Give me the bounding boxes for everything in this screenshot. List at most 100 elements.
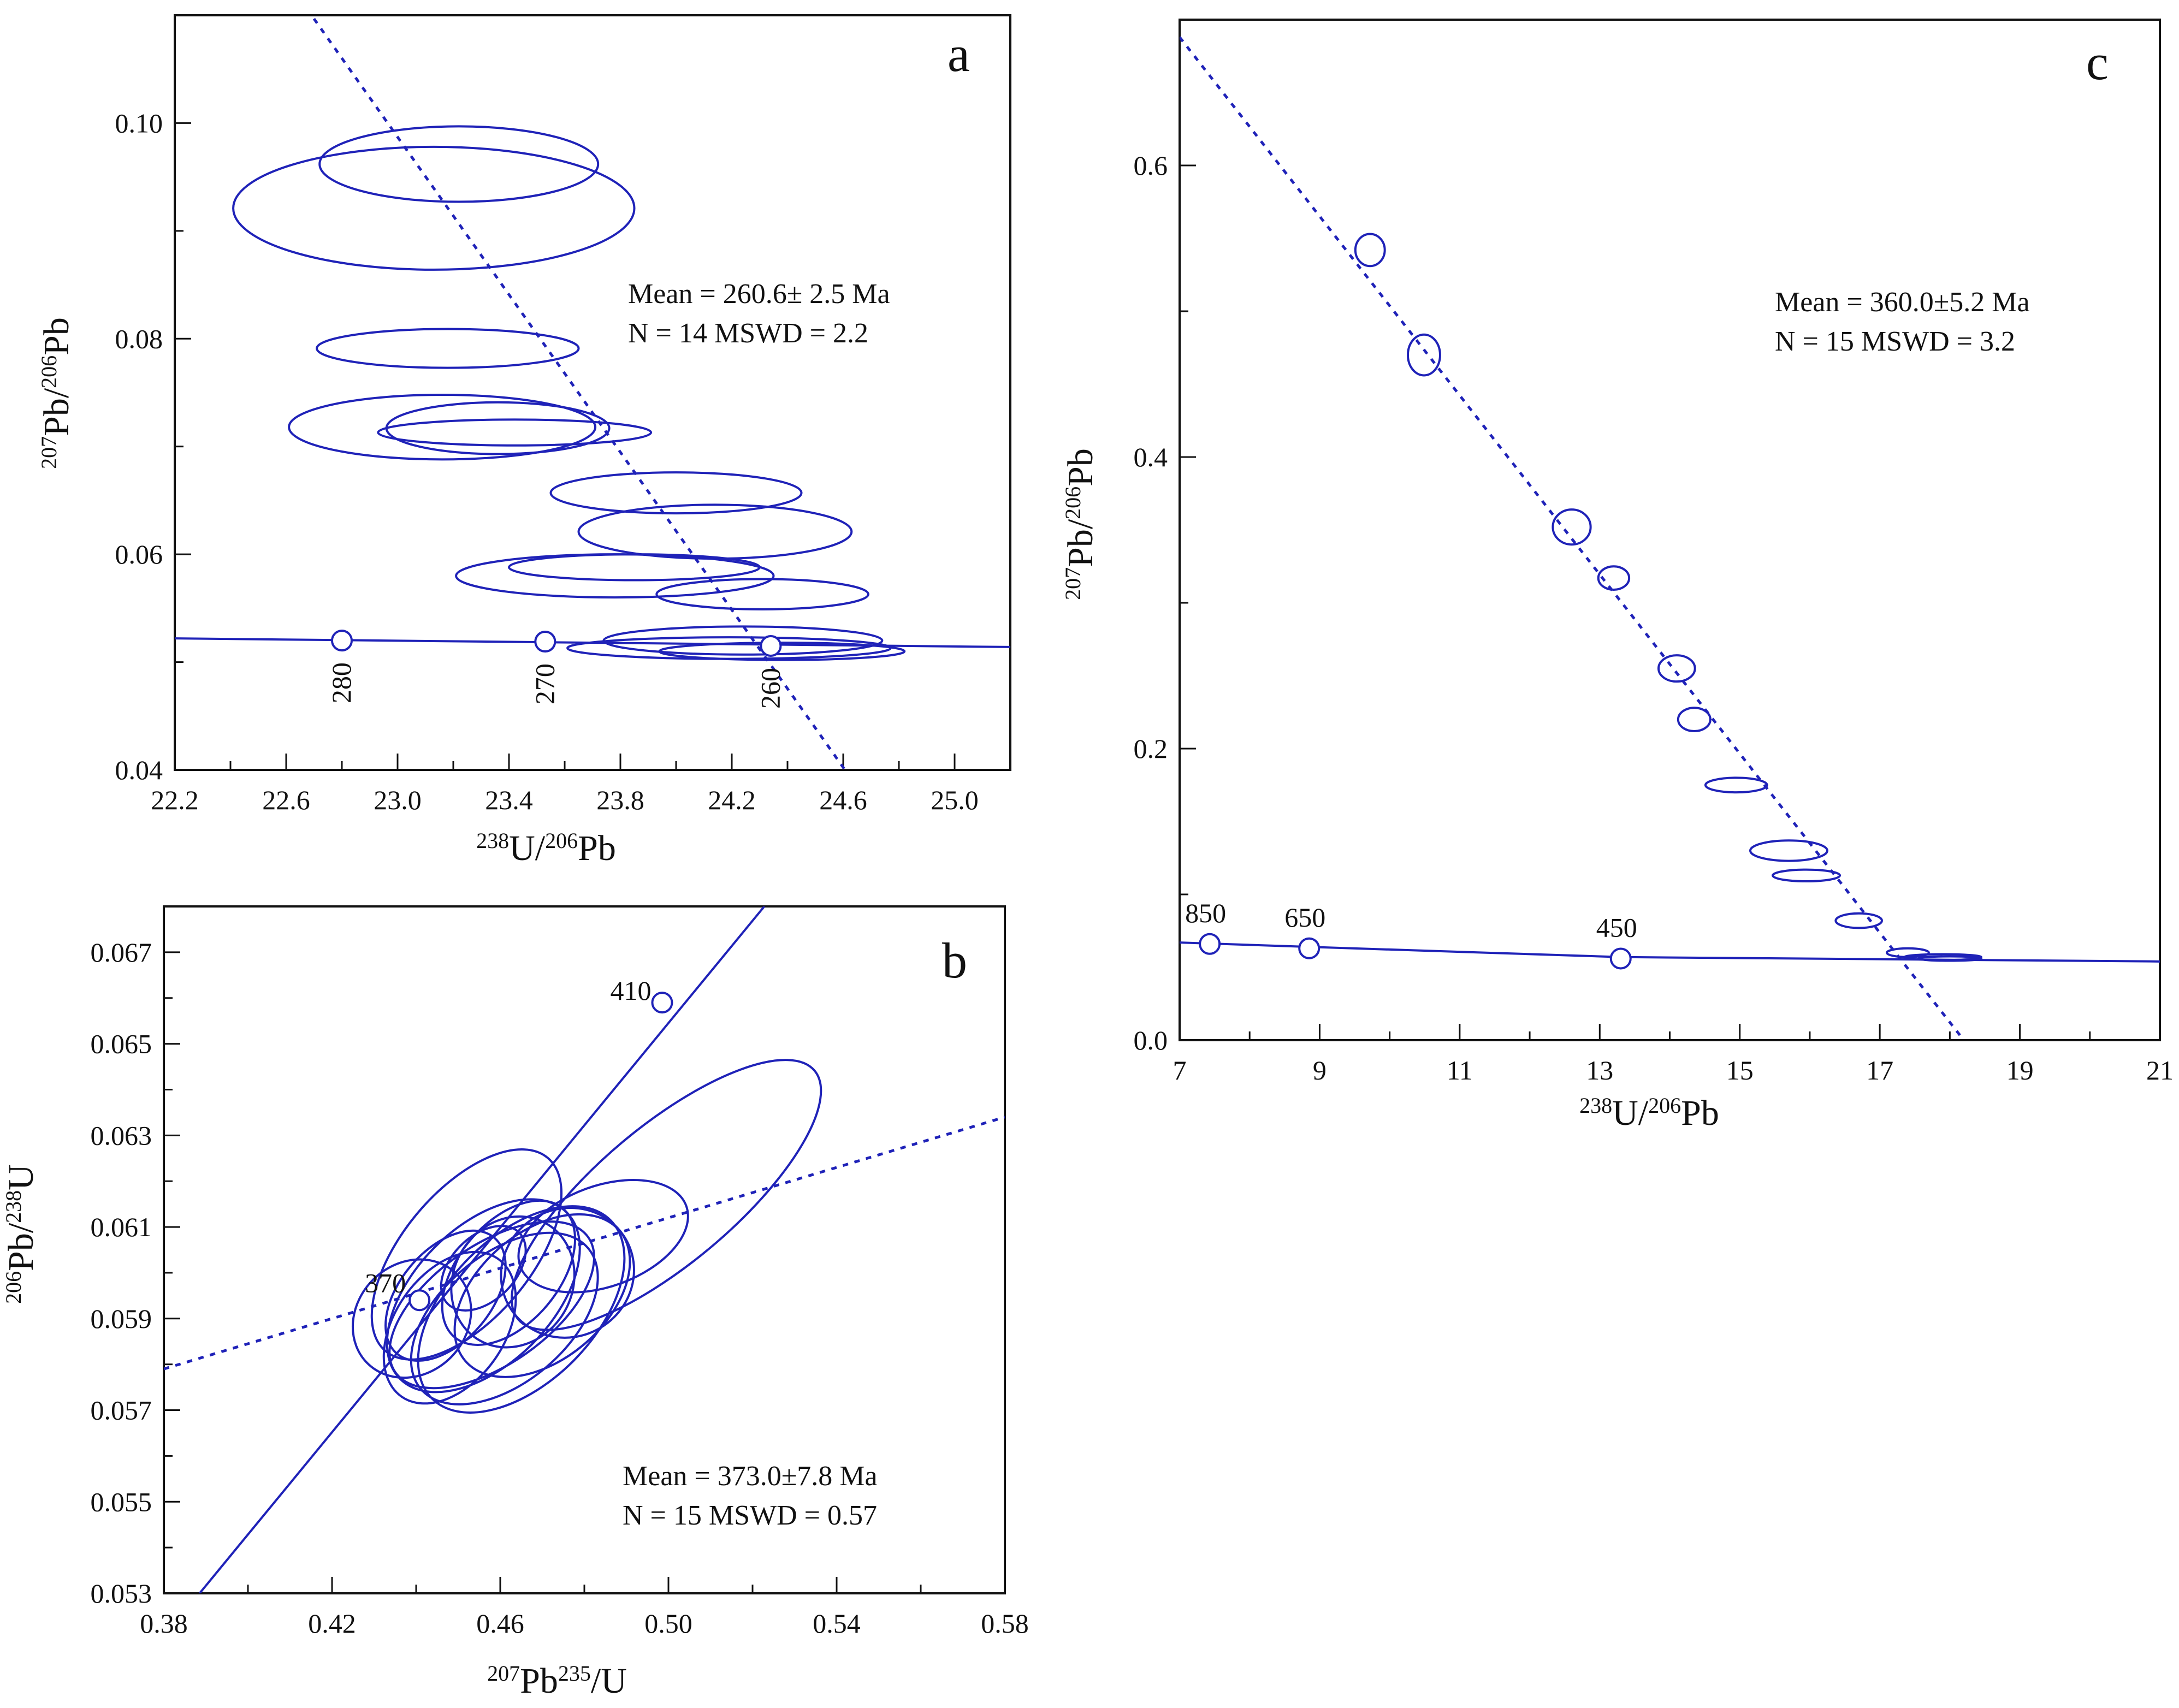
error-ellipse: [658, 642, 906, 661]
stats-annotation: N = 15 MSWD = 0.57: [623, 1500, 877, 1531]
panel-a: 22.2 22.6 23.0 23.4 23.8 24.2 24.6 25.0 0.04 0.06…: [37, 14, 1011, 869]
plot-area: [1180, 36, 2160, 1040]
error-ellipse: [500, 1207, 635, 1339]
x-tick-label: 0.50: [644, 1608, 692, 1639]
x-axis-label: 238U/206Pb: [1579, 1093, 1719, 1134]
y-tick-label: 0.061: [91, 1212, 152, 1242]
x-tick-label: 7: [1173, 1055, 1187, 1086]
y-tick-label: 0.059: [91, 1303, 152, 1334]
panel-label: a: [948, 26, 970, 82]
error-ellipse: [377, 418, 653, 447]
discordia-line: [164, 1116, 1005, 1371]
concordia-curve: [175, 637, 1010, 648]
error-ellipse: [566, 636, 892, 660]
age-marker: [331, 630, 353, 652]
error-ellipse: [511, 1059, 822, 1331]
x-tick-label: 23.0: [374, 785, 422, 815]
y-tick-label: 0.053: [91, 1578, 152, 1609]
x-tick-label: 0.54: [813, 1608, 861, 1639]
error-ellipse: [351, 1258, 472, 1379]
error-ellipse: [288, 393, 597, 461]
age-label: 450: [1596, 912, 1637, 942]
x-axis-label: 207Pb235/U: [487, 1661, 627, 1701]
x-tick-label: 23.4: [485, 785, 533, 815]
stats-annotation: N = 15 MSWD = 3.2: [1775, 326, 2015, 357]
error-ellipse: [1771, 868, 1842, 882]
x-axis-label: 238U/206Pb: [476, 828, 616, 869]
concordia-curve: [198, 906, 766, 1593]
age-marker: [1298, 937, 1321, 959]
age-label: 280: [326, 662, 357, 703]
concordia-curve: [1180, 941, 2160, 963]
error-ellipse: [1749, 839, 1828, 862]
error-ellipse: [508, 553, 761, 582]
y-axis-label: 207Pb/206Pb: [1061, 448, 1101, 600]
y-tick-label: 0.6: [1134, 150, 1168, 181]
error-ellipse: [1834, 912, 1883, 929]
y-tick-label: 0.08: [115, 323, 163, 354]
error-ellipse: [1657, 654, 1696, 683]
y-tick-label: 0.0: [1134, 1025, 1168, 1055]
error-ellipse: [1597, 565, 1631, 591]
y-tick-label: 0.2: [1134, 733, 1168, 764]
panel-c: 7 9 11 13 15 17 19 21 0.0 0.2 0.4 0.6 850 650 450 c Mean…: [1061, 19, 2174, 1134]
plot-area: [164, 906, 1005, 1593]
y-tick-label: 0.4: [1134, 442, 1168, 472]
age-marker: [1609, 947, 1632, 970]
y-tick-label: 0.067: [91, 937, 152, 968]
y-tick-label: 0.055: [91, 1486, 152, 1517]
age-marker: [408, 1289, 431, 1312]
error-ellipse: [318, 125, 600, 203]
x-tick-label: 0.58: [981, 1608, 1029, 1639]
age-label: 650: [1284, 902, 1325, 933]
x-tick-label: 22.6: [262, 785, 310, 815]
panel-label: b: [942, 933, 967, 988]
x-tick-label: 25.0: [931, 785, 979, 815]
x-tick-label: 0.42: [308, 1608, 356, 1639]
age-label: 370: [365, 1267, 406, 1298]
y-tick-label: 0.10: [115, 108, 163, 138]
error-ellipse: [453, 1213, 631, 1378]
x-tick-label: 21: [2146, 1055, 2174, 1086]
y-axis-label: 207Pb/206Pb: [37, 317, 77, 469]
error-ellipse: [549, 471, 803, 515]
age-label: 270: [529, 663, 560, 704]
age-marker: [534, 631, 556, 653]
error-ellipse: [382, 1250, 517, 1405]
x-tick-label: 0.38: [140, 1608, 188, 1639]
error-ellipse: [316, 328, 580, 369]
stats-annotation: Mean = 373.0±7.8 Ma: [623, 1461, 878, 1492]
error-ellipse: [1677, 707, 1712, 732]
age-label: 410: [610, 975, 651, 1006]
age-label: 260: [755, 668, 785, 709]
x-tick-label: 11: [1447, 1055, 1473, 1086]
error-ellipse: [1354, 233, 1386, 268]
x-tick-label: 24.2: [708, 785, 756, 815]
x-tick-label: 17: [1866, 1055, 1893, 1086]
stats-annotation: Mean = 360.0±5.2 Ma: [1775, 287, 2030, 318]
error-ellipse: [1552, 508, 1592, 546]
error-ellipse: [655, 578, 869, 610]
x-tick-label: 0.46: [476, 1608, 524, 1639]
error-ellipse: [232, 145, 636, 271]
y-tick-label: 0.063: [91, 1120, 152, 1150]
error-ellipse: [1704, 776, 1768, 794]
age-marker: [1199, 933, 1221, 955]
y-tick-label: 0.057: [91, 1395, 152, 1426]
plot-frame: [174, 14, 1011, 771]
age-label: 850: [1185, 898, 1226, 928]
error-ellipse: [1885, 947, 1930, 958]
x-tick-label: 13: [1586, 1055, 1613, 1086]
y-tick-label: 0.04: [115, 755, 163, 785]
x-tick-label: 19: [2006, 1055, 2034, 1086]
panel-b: 0.38 0.42 0.46 0.50 0.54 0.58 0.053 0.055 0.057 0…: [1, 905, 1029, 1701]
stats-annotation: Mean = 260.6± 2.5 Ma: [628, 278, 890, 310]
y-axis-label: 206Pb/238U: [1, 1164, 42, 1304]
age-marker: [760, 634, 782, 657]
plot-area: [175, 15, 1010, 770]
x-tick-label: 24.6: [819, 785, 867, 815]
x-tick-label: 22.2: [151, 785, 199, 815]
panel-label: c: [2086, 34, 2109, 90]
age-marker: [651, 992, 673, 1014]
discordia-line: [310, 15, 847, 770]
